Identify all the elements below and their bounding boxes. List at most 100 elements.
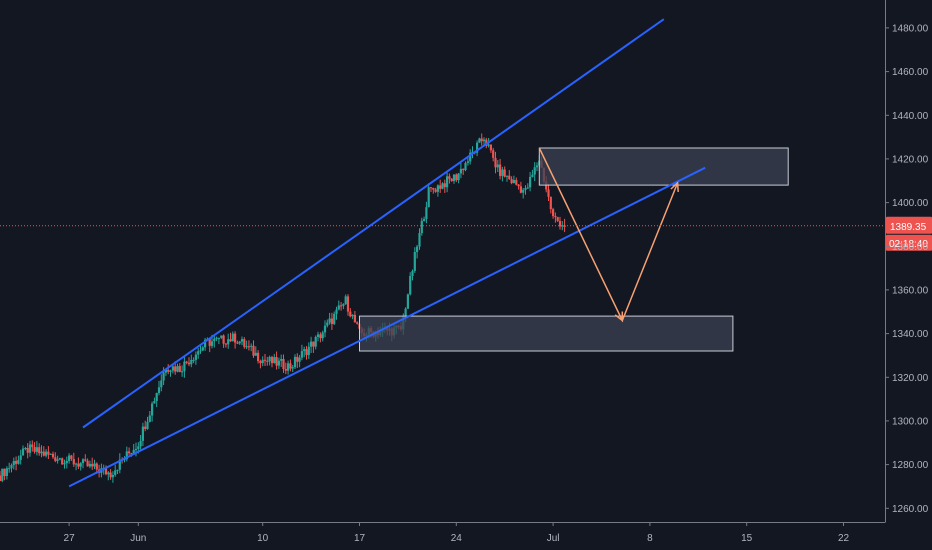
price-axis[interactable]: 1260.00 1280.00 1300.00 1320.00 1340.00 1360.… xyxy=(885,0,929,522)
candle-body xyxy=(459,168,462,174)
candle-body xyxy=(224,343,227,345)
candle-body xyxy=(337,305,340,310)
candle-body xyxy=(321,332,324,339)
candle-body xyxy=(190,360,193,365)
candle-body xyxy=(153,401,156,404)
candle-body xyxy=(404,308,407,316)
candle-body xyxy=(291,367,294,369)
candle-body xyxy=(268,356,271,362)
candle-body xyxy=(114,470,117,475)
candle-body xyxy=(95,463,98,470)
candle-body xyxy=(531,174,534,177)
time-tick-label: 27 xyxy=(64,533,76,544)
candle-body xyxy=(134,448,138,450)
candle-body xyxy=(157,387,161,393)
candle-body xyxy=(148,415,151,422)
price-tick-label: 1420.00 xyxy=(892,154,929,165)
candle-body xyxy=(529,176,532,188)
candle-body xyxy=(81,459,85,464)
time-axis[interactable]: 27 Jun 10 17 24 Jul 8 15 22 xyxy=(0,522,886,544)
candle-body xyxy=(49,453,52,455)
candle-body xyxy=(160,380,163,388)
candle-body xyxy=(439,185,442,189)
candle-body xyxy=(139,441,142,447)
candle-body xyxy=(176,366,179,372)
candle-body xyxy=(42,451,45,456)
candle-body xyxy=(517,184,520,187)
candle-body xyxy=(434,189,437,192)
price-tick-label: 1400.00 xyxy=(892,198,929,209)
candle-body xyxy=(330,318,333,324)
candle-body xyxy=(411,270,414,276)
candle-body xyxy=(204,339,207,348)
candle-body xyxy=(300,351,303,358)
candle-body xyxy=(280,359,283,361)
candle-body xyxy=(33,447,36,452)
candle-body xyxy=(213,338,216,342)
candle-body xyxy=(303,349,306,352)
candle-body xyxy=(501,169,504,176)
candle-body xyxy=(335,309,338,314)
candle-body xyxy=(466,161,469,163)
candle-body xyxy=(489,144,492,151)
candle-body xyxy=(15,461,18,464)
candle-body xyxy=(72,459,75,465)
candle-body xyxy=(533,167,536,175)
candle-body xyxy=(17,459,20,464)
candle-body xyxy=(254,352,257,356)
candle-body xyxy=(167,369,170,372)
price-tick-label: 1280.00 xyxy=(892,460,929,471)
candle-body xyxy=(328,318,331,323)
supply-zone-rect xyxy=(538,147,789,186)
time-tick-label: 10 xyxy=(257,533,269,544)
candle-body xyxy=(116,469,119,471)
candle-body xyxy=(128,451,131,454)
candle-body xyxy=(0,475,2,481)
candle-body xyxy=(275,357,278,366)
price-tick-label: 1460.00 xyxy=(892,67,929,78)
candle-body xyxy=(450,178,453,181)
candle-body xyxy=(515,180,518,185)
candle-body xyxy=(323,325,327,333)
candle-body xyxy=(155,393,158,401)
candle-body xyxy=(305,349,308,356)
time-tick-label: Jun xyxy=(130,533,146,544)
candle-body xyxy=(231,333,234,342)
candle-body xyxy=(210,341,214,346)
time-tick-label: 15 xyxy=(741,533,753,544)
candle-body xyxy=(217,337,220,339)
candle-body xyxy=(12,461,15,466)
candle-body xyxy=(185,361,188,363)
candle-body xyxy=(492,150,495,158)
candle-body xyxy=(84,459,87,461)
candle-body xyxy=(208,338,211,346)
candle-body xyxy=(487,144,490,146)
candle-body xyxy=(111,475,114,478)
candle-body xyxy=(310,341,313,347)
lower-channel-line xyxy=(68,166,706,488)
candle-body xyxy=(68,455,71,461)
candle-body xyxy=(499,164,502,176)
candle-body xyxy=(192,359,195,361)
candle-body xyxy=(496,164,499,168)
candle-body xyxy=(125,451,128,460)
price-tick-label: 1440.00 xyxy=(892,111,929,122)
candle-body xyxy=(227,339,230,345)
candle-body xyxy=(201,347,204,351)
price-tick-label: 1300.00 xyxy=(892,416,929,427)
time-tick-label: 24 xyxy=(451,533,463,544)
candle-body xyxy=(346,296,350,312)
candle-body xyxy=(356,322,359,324)
candle-body xyxy=(319,334,322,339)
candle-body xyxy=(448,176,451,179)
last-price-label: 1389.35 xyxy=(890,222,927,233)
candle-body xyxy=(31,444,34,448)
candle-body xyxy=(146,421,149,429)
zones-layer xyxy=(359,147,789,352)
candle-body xyxy=(535,165,539,168)
candle-body xyxy=(443,183,446,188)
candle-body xyxy=(344,296,347,305)
candle-body xyxy=(234,333,237,343)
